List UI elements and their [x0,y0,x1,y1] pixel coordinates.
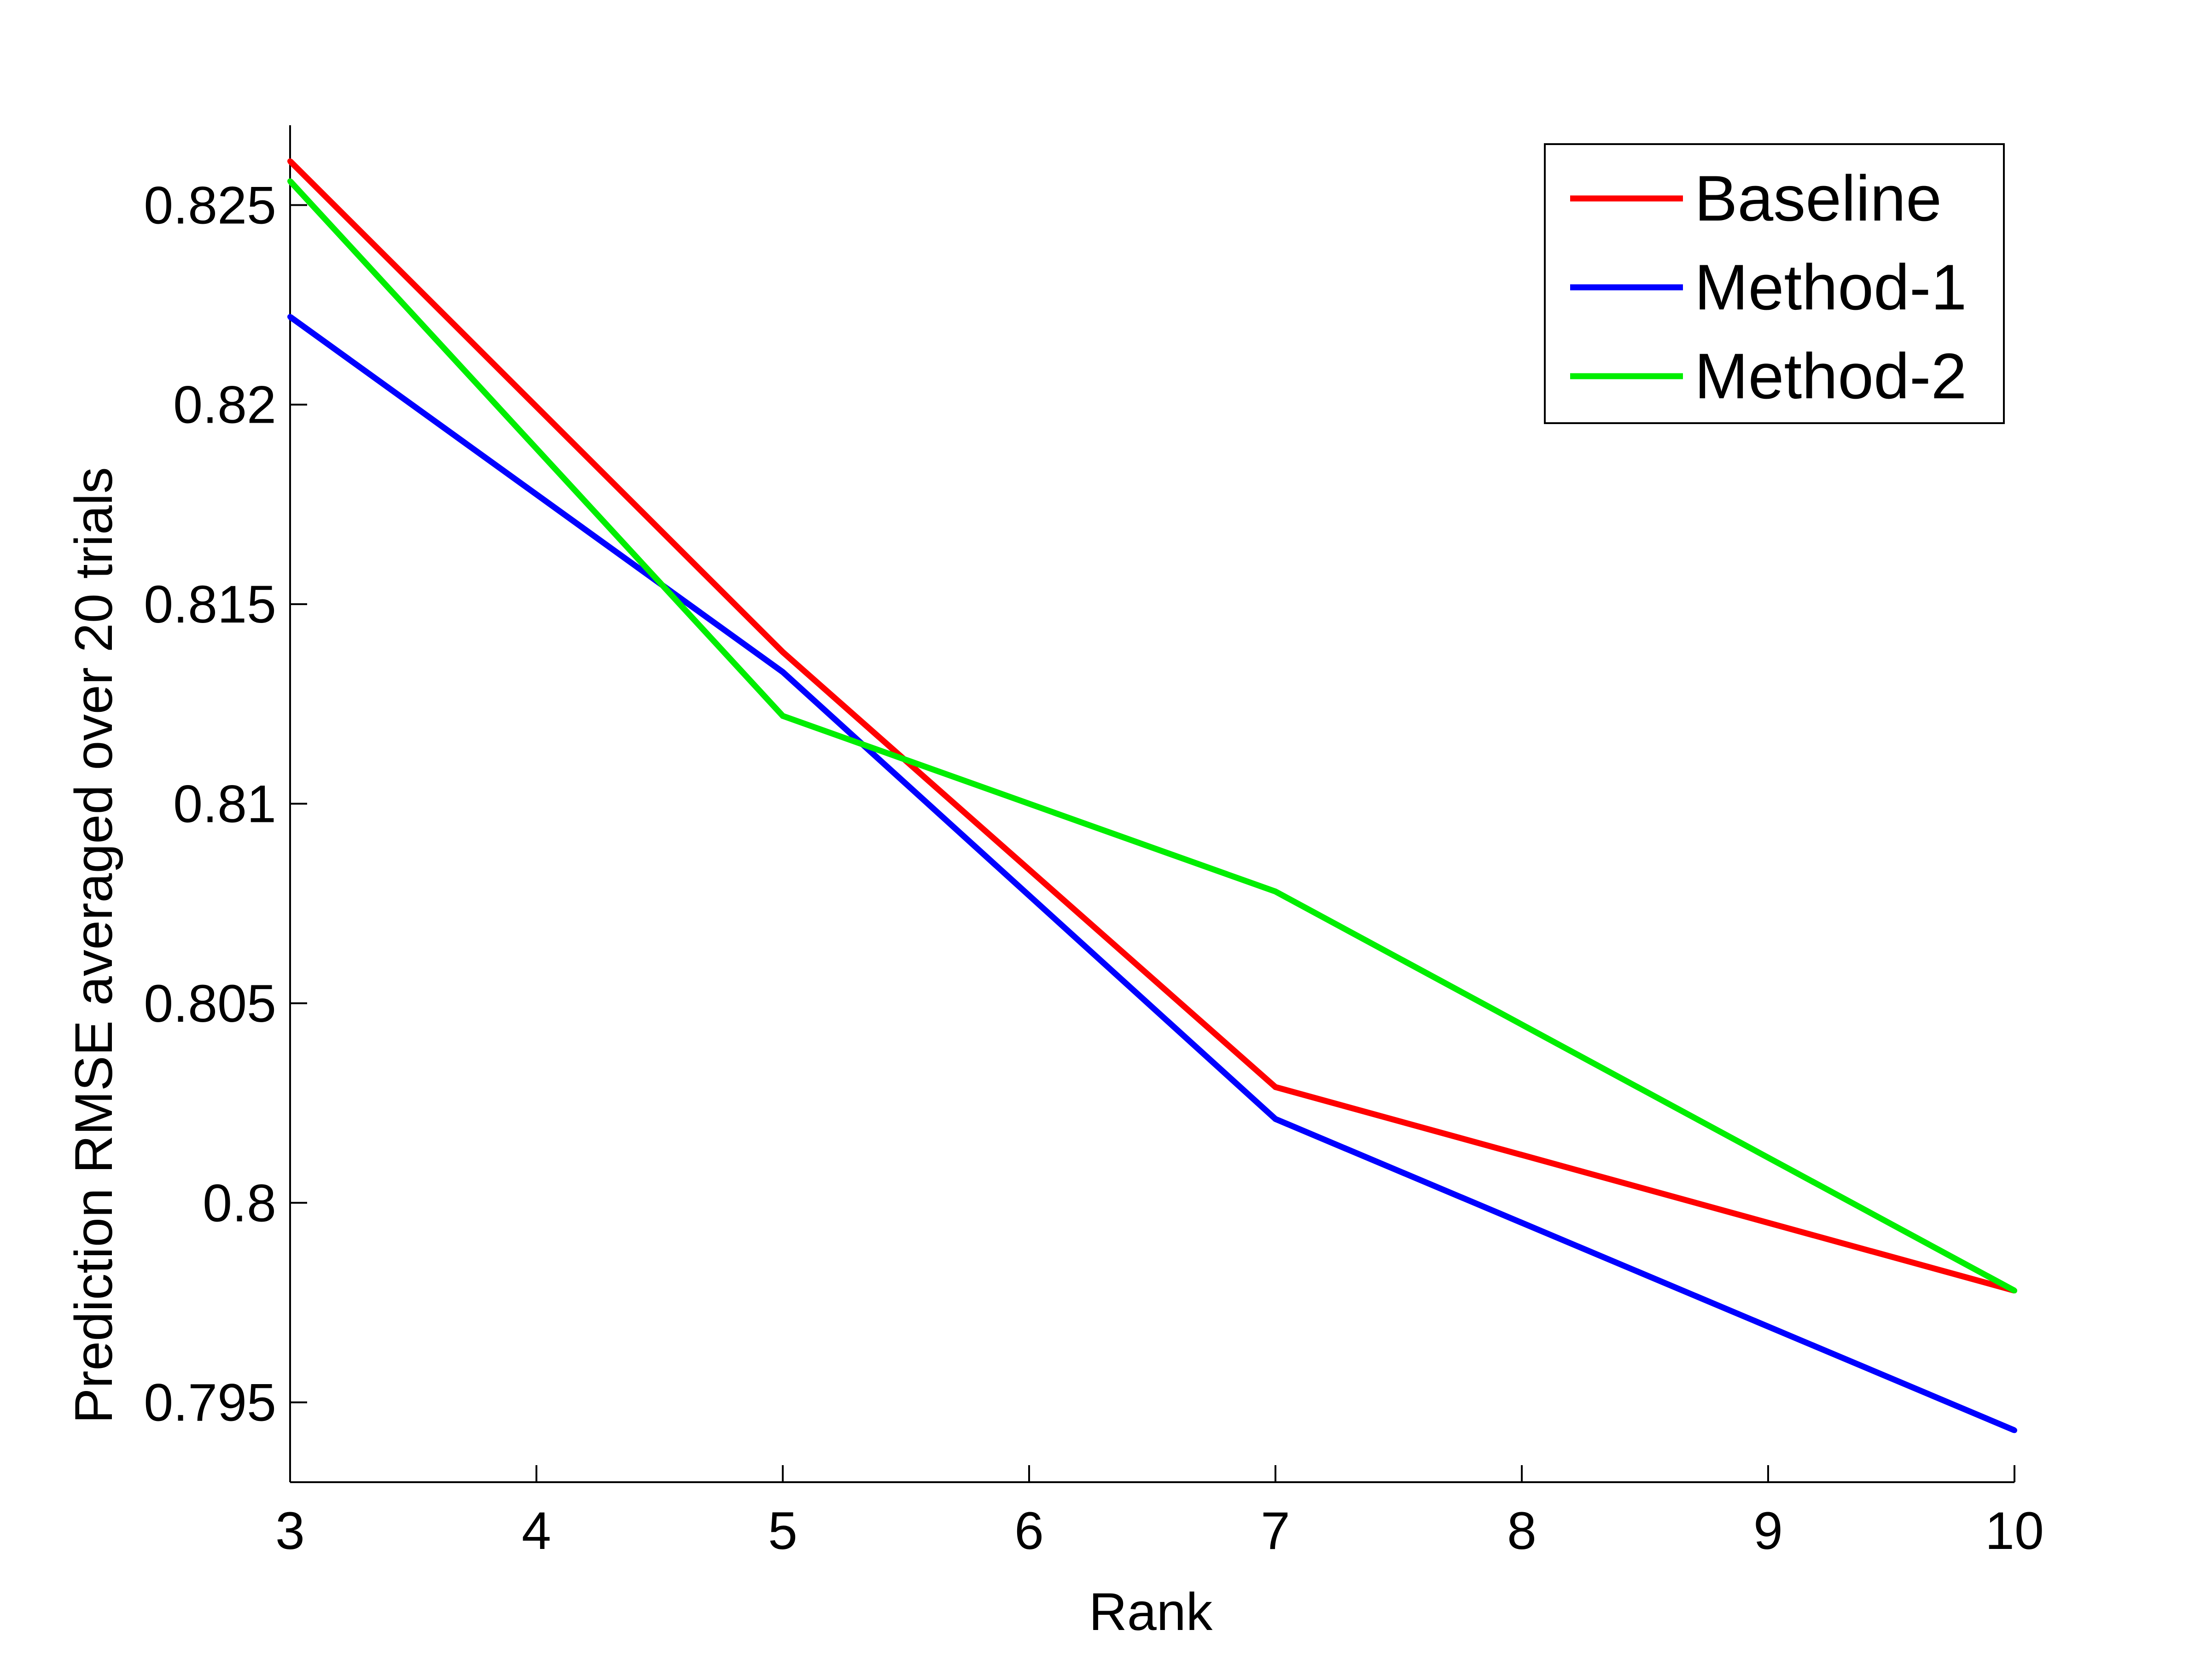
x-ticks: 3 4 5 6 7 8 9 10 [275,1465,2044,1560]
data-point-method-2 [287,178,293,184]
x-tick-label: 4 [522,1502,551,1560]
y-tick-label: 0.825 [144,176,276,235]
series-line-method-2 [288,179,2016,1293]
series-line-method-1 [288,314,2016,1433]
y-tick-label: 0.81 [173,775,276,834]
legend-label-method-1: Method-1 [1694,251,1967,323]
data-point-baseline [1273,1084,1278,1090]
series-line-baseline [288,159,2015,1294]
data-point-baseline [780,649,786,655]
y-tick-label: 0.815 [144,575,276,634]
x-tick-label: 3 [275,1502,305,1560]
y-tick-label: 0.8 [203,1174,276,1233]
data-point-method-2 [780,713,786,719]
y-tick-label: 0.82 [173,376,276,435]
x-tick-label: 5 [768,1502,797,1560]
series-lines [287,158,2017,1433]
data-point-method-1 [1273,1116,1278,1122]
data-point-method-2 [2012,1287,2017,1293]
x-tick-label: 10 [1985,1502,2044,1560]
y-tick-label: 0.795 [144,1374,276,1432]
legend: Baseline Method-1 Method-2 [1544,143,2005,424]
y-axis-label: Prediction RMSE averaged over 20 trials [64,467,123,1423]
legend-label-baseline: Baseline [1694,162,1942,234]
data-point-method-1 [287,314,293,320]
x-axis-label: Rank [1089,1583,1213,1642]
data-point-method-1 [780,669,786,675]
legend-label-method-2: Method-2 [1694,340,1967,412]
data-point-method-2 [1273,889,1278,895]
x-tick-label: 9 [1753,1502,1783,1560]
x-tick-label: 6 [1014,1502,1044,1560]
x-tick-label: 8 [1507,1502,1537,1560]
data-point-method-1 [2012,1427,2017,1433]
data-point-baseline [287,158,293,164]
y-tick-label: 0.805 [144,974,276,1033]
y-ticks: 0.795 0.8 0.805 0.81 0.815 0.82 0.825 [144,176,307,1432]
x-tick-label: 7 [1261,1502,1290,1560]
